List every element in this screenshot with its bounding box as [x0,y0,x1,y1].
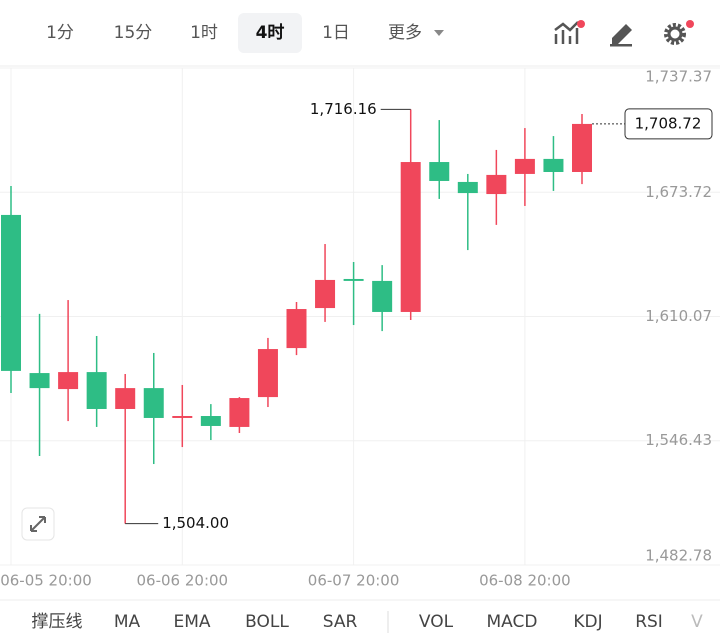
candle-body [29,373,50,389]
candle-body [229,398,250,427]
x-tick-label: 06-08 20:00 [479,572,571,590]
y-tick-label: 1,482.78 [645,547,712,565]
candle-body [400,162,421,312]
candle-body [543,158,564,172]
candle-body [58,372,79,390]
annotation-label: 1,504.00 [162,514,229,532]
indicator-tab[interactable]: RSI [635,612,663,632]
indicator-tab[interactable]: KDJ [573,612,602,632]
candle-body [343,278,364,281]
y-tick-label: 1,546.43 [645,431,712,449]
draw-icon[interactable] [610,24,632,47]
candle-body [514,158,535,174]
indicator-tab[interactable]: BOLL [245,612,289,632]
candle-body [115,388,136,409]
interval-tab[interactable]: 15分 [114,23,153,43]
interval-tab[interactable]: 1分 [46,23,74,43]
x-tick-label: 06-06 20:00 [137,572,229,590]
y-tick-label: 1,610.07 [645,307,712,325]
dropdown-arrow[interactable] [434,30,444,36]
interval-tab[interactable]: 1时 [190,23,218,43]
indicator-tab[interactable]: VOL [419,612,454,632]
candle-body [257,349,278,398]
selected-tab-bg [238,13,302,53]
indicator-tab[interactable]: V [691,612,703,632]
candle-body [372,280,393,312]
candle-body [486,174,507,195]
settings-icon[interactable] [664,20,694,45]
indicator-tab[interactable]: MA [114,612,141,632]
candle-body [1,214,21,371]
candle-body [457,181,478,194]
candle-body [172,416,193,418]
y-tick-label: 1,737.37 [645,68,712,86]
candle-body [572,123,592,172]
last-price-label: 1,708.72 [635,114,702,132]
candle-body [429,162,450,181]
interval-tab[interactable]: 4时 [256,23,285,43]
indicator-tab[interactable]: 撑压线 [32,612,83,632]
interval-tab[interactable]: 1日 [322,23,350,43]
candle-body [286,309,307,349]
candle-body [315,279,336,309]
x-tick-label: 06-07 20:00 [308,572,400,590]
indicator-tab[interactable]: SAR [323,612,358,632]
chart: 1,737.37 1,673.72 1,610.07 1,546.43 1,482.78… [0,67,720,590]
x-tick-label: 06-05 20:00 [0,572,92,590]
indicator-tab[interactable]: EMA [173,612,210,632]
indicator-tab[interactable]: MACD [487,612,538,632]
expand-button[interactable] [21,507,55,541]
indicator-icon[interactable] [554,20,585,44]
candle-body [86,372,107,409]
candle-body [143,388,164,418]
y-tick-label: 1,673.72 [645,183,712,201]
last-price-box [624,108,713,140]
annotation-label: 1,716.16 [310,100,377,118]
candle-body [200,416,221,426]
more-tab[interactable]: 更多 [388,23,422,43]
